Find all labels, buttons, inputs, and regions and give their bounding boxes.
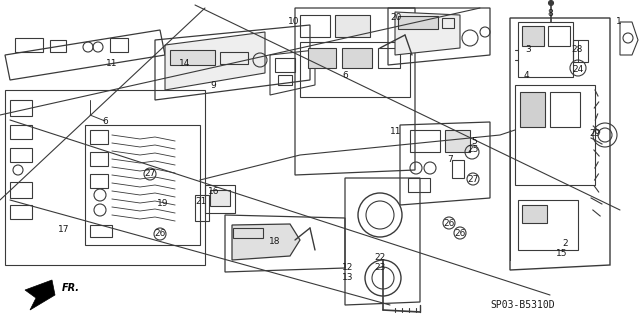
Text: 16: 16 xyxy=(208,187,220,196)
Text: 9: 9 xyxy=(210,81,216,91)
Text: 2: 2 xyxy=(562,239,568,248)
Text: 3: 3 xyxy=(525,46,531,55)
Bar xyxy=(378,48,400,68)
Text: 10: 10 xyxy=(288,17,300,26)
Bar xyxy=(520,92,545,127)
Text: 6: 6 xyxy=(102,116,108,125)
Bar xyxy=(408,178,430,192)
Bar xyxy=(342,48,372,68)
Bar xyxy=(300,15,330,37)
Bar xyxy=(518,200,578,250)
Bar xyxy=(15,38,43,52)
Bar xyxy=(275,58,295,72)
Text: 4: 4 xyxy=(523,70,529,79)
Text: 18: 18 xyxy=(269,238,281,247)
Bar xyxy=(515,85,595,185)
Bar xyxy=(10,125,32,139)
Text: 14: 14 xyxy=(179,60,191,69)
Bar xyxy=(300,42,410,97)
Text: 25: 25 xyxy=(467,145,479,154)
Bar xyxy=(170,50,215,65)
Bar xyxy=(210,190,230,206)
Bar xyxy=(10,205,32,219)
Bar xyxy=(278,75,292,85)
Text: 11: 11 xyxy=(106,60,118,69)
Text: SP03-B5310D: SP03-B5310D xyxy=(490,300,555,310)
Bar xyxy=(410,130,440,152)
Text: 12: 12 xyxy=(342,263,354,272)
Text: 21: 21 xyxy=(195,197,207,206)
Text: 13: 13 xyxy=(342,272,354,281)
Text: 27: 27 xyxy=(144,169,156,179)
Text: 11: 11 xyxy=(390,128,402,137)
Bar xyxy=(308,48,336,68)
Text: 19: 19 xyxy=(157,199,169,209)
Text: 5: 5 xyxy=(471,137,477,146)
Text: 28: 28 xyxy=(572,46,582,55)
Bar xyxy=(90,174,108,188)
Text: 7: 7 xyxy=(447,155,453,165)
Bar xyxy=(445,130,470,152)
Text: 1: 1 xyxy=(616,18,622,26)
Bar xyxy=(398,16,438,29)
Text: 26: 26 xyxy=(444,219,454,227)
Polygon shape xyxy=(395,12,460,55)
Text: 26: 26 xyxy=(154,229,166,239)
Bar xyxy=(110,38,128,52)
Bar xyxy=(522,26,544,46)
Bar xyxy=(233,228,263,238)
Text: 24: 24 xyxy=(572,65,584,75)
Bar xyxy=(90,152,108,166)
Bar xyxy=(220,52,248,64)
Text: FR.: FR. xyxy=(62,283,80,293)
Polygon shape xyxy=(165,32,265,90)
Text: 26: 26 xyxy=(454,228,466,238)
Text: 15: 15 xyxy=(556,249,568,257)
Bar xyxy=(50,40,66,52)
Text: 22: 22 xyxy=(374,254,386,263)
Bar xyxy=(548,26,570,46)
Bar xyxy=(90,225,112,237)
Bar xyxy=(90,130,108,144)
Text: 8: 8 xyxy=(547,9,553,18)
Text: 17: 17 xyxy=(58,226,70,234)
Bar xyxy=(522,205,547,223)
Bar xyxy=(452,160,464,178)
Bar xyxy=(442,18,454,28)
Bar xyxy=(335,15,370,37)
Bar xyxy=(10,182,32,198)
Circle shape xyxy=(548,1,554,5)
Polygon shape xyxy=(25,280,55,310)
Bar xyxy=(550,92,580,127)
Bar xyxy=(195,195,209,221)
Text: 6: 6 xyxy=(342,70,348,79)
Text: 27: 27 xyxy=(467,174,479,183)
Text: 23: 23 xyxy=(374,263,386,272)
Bar xyxy=(10,100,32,116)
Polygon shape xyxy=(232,224,300,260)
Bar xyxy=(518,22,573,77)
Text: 20: 20 xyxy=(390,13,402,23)
Bar xyxy=(205,185,235,213)
Text: 29: 29 xyxy=(589,130,601,138)
Bar xyxy=(10,148,32,162)
